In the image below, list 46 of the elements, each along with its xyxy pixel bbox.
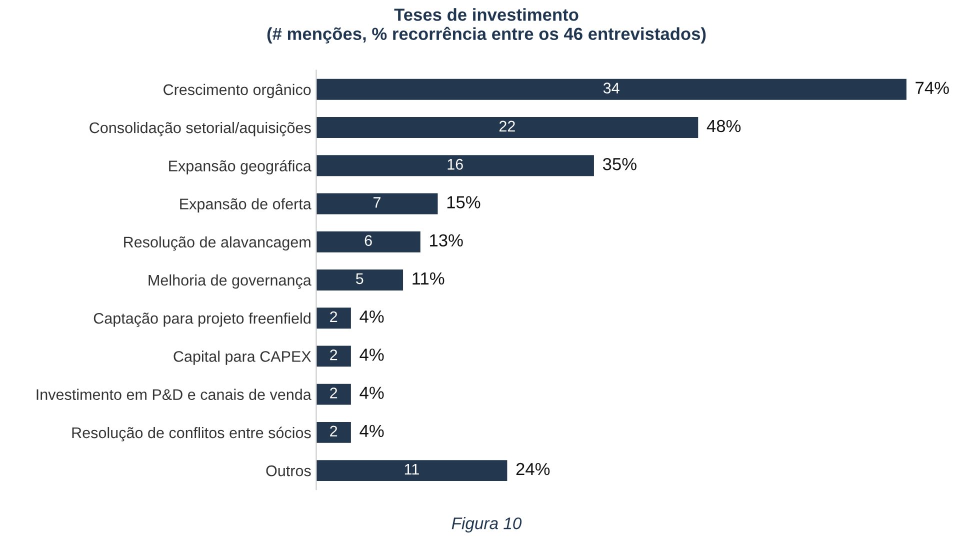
y-tick-label: Expansão de oferta	[180, 198, 312, 212]
annotation: 4%	[360, 310, 384, 323]
annotation: 35%	[602, 158, 636, 170]
bar	[316, 308, 351, 329]
chart-title: Teses de investimento (# menções, % recorrência entre os 46 entrevistados)	[267, 8, 706, 44]
data-label: 22	[499, 120, 515, 132]
bar	[316, 346, 351, 367]
annotation: 11%	[412, 272, 444, 285]
annotation: 13%	[430, 234, 463, 247]
data-label: 6	[364, 235, 372, 246]
bar	[316, 231, 420, 252]
text: Figura 10	[452, 517, 522, 533]
data-label: 34	[603, 82, 620, 94]
y-tick-label: Resolução de conflitos entre sócios	[72, 426, 311, 442]
annotation: 24%	[516, 462, 550, 476]
annotation: 4%	[360, 348, 384, 361]
y-tick-label: Melhoria de governança	[148, 274, 312, 289]
bar	[316, 155, 594, 176]
data-label: 5	[356, 273, 364, 284]
bar	[316, 193, 438, 214]
y-tick-label: Capital para CAPEX	[174, 350, 312, 365]
bar	[316, 422, 351, 443]
data-label: 11	[404, 464, 419, 474]
annotation: 15%	[447, 196, 480, 208]
y-tick-label: Crescimento orgânico	[164, 84, 311, 98]
y-tick-label: Consolidação setorial/aquisições	[90, 122, 311, 136]
annotation: 4%	[360, 386, 384, 399]
bar	[316, 269, 404, 290]
bar	[316, 460, 508, 482]
annotation: 4%	[360, 424, 384, 438]
y-tick-label: Resolução de alavancagem	[124, 236, 310, 251]
data-label: 2	[330, 426, 338, 436]
data-label: 7	[374, 197, 380, 208]
bar	[316, 78, 906, 100]
data-label: 2	[330, 311, 338, 322]
y-tick-label: Captação para projeto freenfield	[94, 312, 310, 327]
annotation: 48%	[706, 120, 741, 132]
bar	[316, 384, 351, 405]
annotation: 74%	[916, 82, 949, 94]
data-label: 2	[330, 388, 338, 398]
y-tick-label: Investimento em P&D e canais de venda	[36, 388, 312, 400]
y-tick-label: Outros	[266, 465, 311, 476]
data-label: 2	[330, 349, 338, 360]
data-label: 16	[448, 158, 463, 170]
y-tick-label: Expansão geográfica	[169, 160, 312, 174]
bar	[316, 117, 698, 138]
